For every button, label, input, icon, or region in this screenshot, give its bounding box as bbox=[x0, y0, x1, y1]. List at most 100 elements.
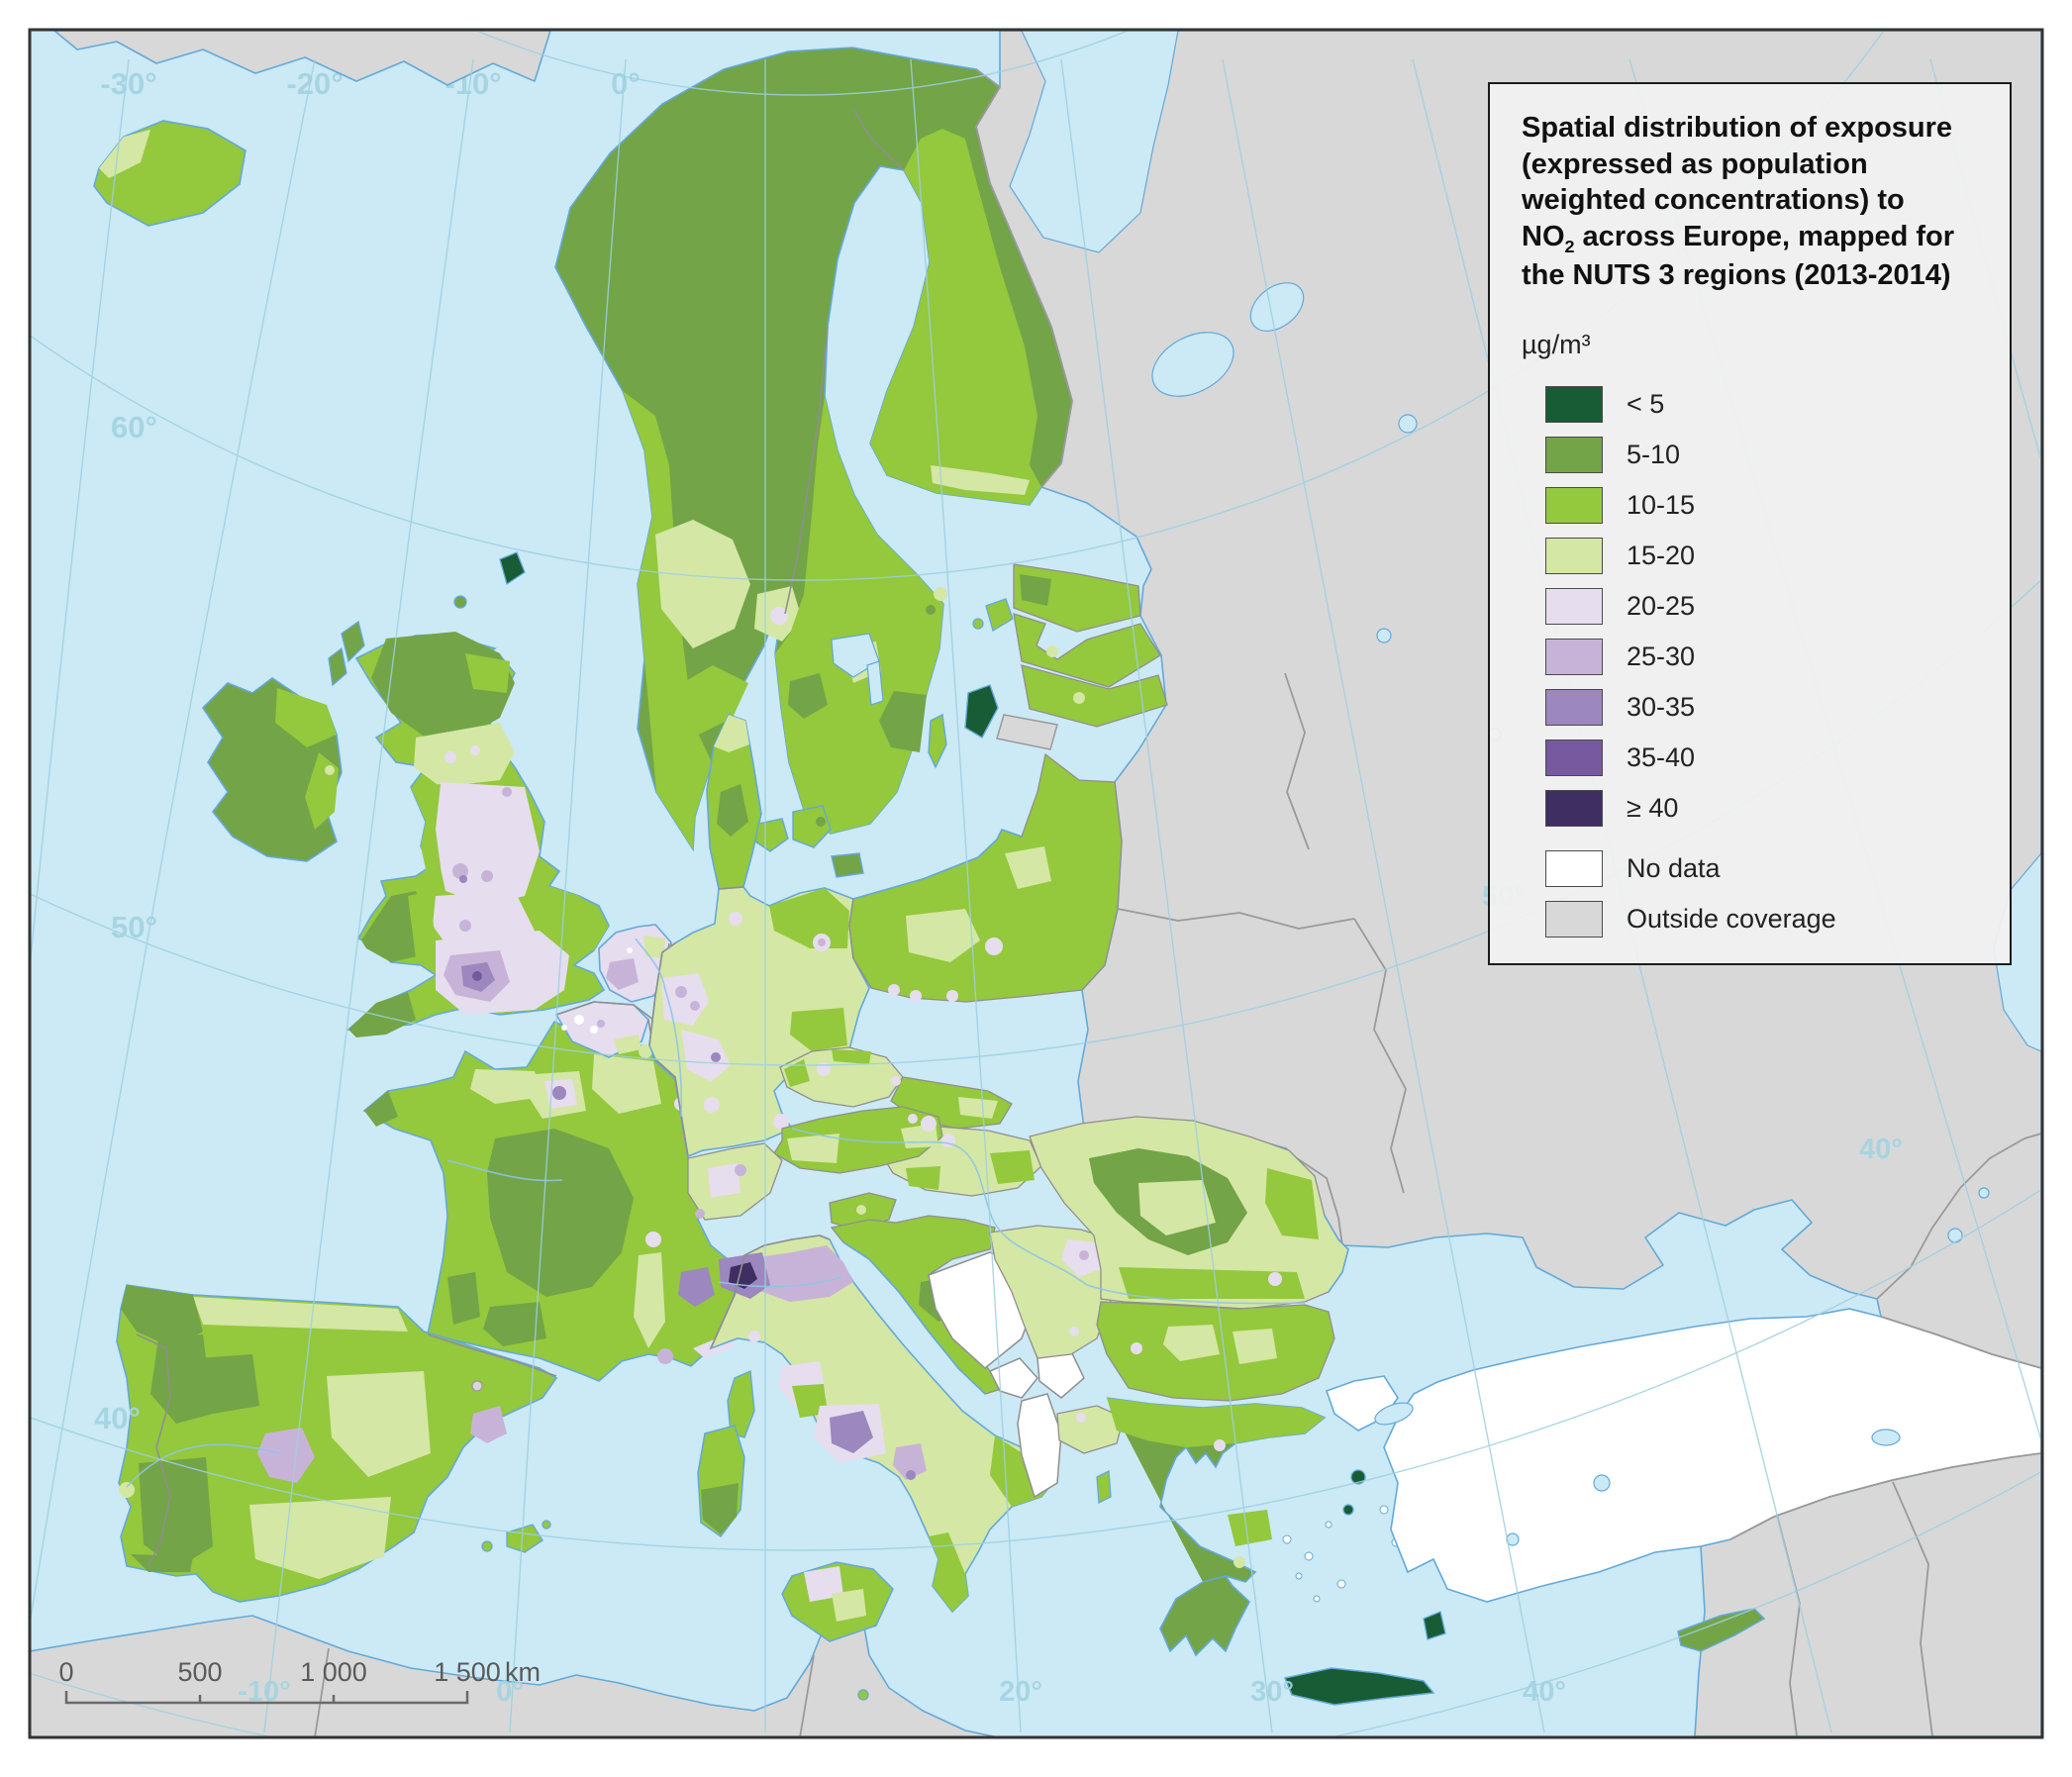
marseille-hotspot bbox=[657, 1348, 673, 1364]
lake-van bbox=[1871, 1429, 1901, 1446]
lithuania bbox=[1021, 664, 1168, 728]
data-countries bbox=[93, 47, 2041, 1706]
gotland bbox=[964, 684, 999, 739]
legend-swatch bbox=[1545, 849, 1603, 887]
legend-swatch bbox=[1545, 638, 1603, 675]
legend: Spatial distribution of exposure (expres… bbox=[1488, 82, 2012, 965]
region-baltics-patches bbox=[972, 574, 1085, 750]
region-turkey bbox=[1325, 1308, 2041, 1652]
paris-hotspot bbox=[552, 1086, 566, 1100]
orkney bbox=[453, 595, 467, 609]
legend-item: ≥ 40 bbox=[1522, 789, 1990, 827]
graticule-label: -30° bbox=[100, 66, 156, 101]
region-central-europe-patches bbox=[695, 1049, 1035, 1219]
portugal-spain-border bbox=[136, 1333, 171, 1567]
legend-item: 20-25 bbox=[1522, 587, 1990, 625]
crete bbox=[1283, 1667, 1435, 1706]
corsica bbox=[727, 1369, 755, 1438]
turin-hotspot bbox=[678, 1267, 715, 1307]
bornholm bbox=[831, 852, 864, 878]
no-data-spot bbox=[590, 1026, 598, 1034]
graticule-label: 30° bbox=[1250, 1676, 1294, 1708]
no-data-spot bbox=[561, 1025, 567, 1031]
scale-label: 500 bbox=[177, 1657, 222, 1687]
belgrade-hotspot bbox=[1079, 1250, 1089, 1260]
legend-item: 5-10 bbox=[1522, 436, 1990, 473]
skopje-hotspot bbox=[1076, 1413, 1086, 1423]
lake-ladoga bbox=[1151, 332, 1234, 397]
munich-hotspot bbox=[773, 1114, 789, 1130]
legend-swatch bbox=[1545, 486, 1603, 524]
graticule-label: 40° bbox=[94, 1401, 141, 1435]
region-baltic-islands bbox=[831, 684, 999, 878]
lake-vattern bbox=[866, 660, 884, 706]
graticule-label: 0° bbox=[496, 1676, 524, 1708]
corfu bbox=[1096, 1469, 1112, 1505]
river-danube bbox=[791, 1128, 1306, 1305]
region-france bbox=[362, 1020, 755, 1438]
hebrides bbox=[341, 620, 365, 663]
athens-area bbox=[1233, 1556, 1245, 1568]
czechia bbox=[779, 1046, 904, 1108]
legend-item: 25-30 bbox=[1522, 638, 1990, 675]
sofia-hotspot bbox=[1131, 1342, 1142, 1354]
legend-swatch bbox=[1545, 436, 1603, 473]
graticule-label: 50° bbox=[111, 910, 157, 944]
rhodes bbox=[1423, 1611, 1446, 1640]
region-germany bbox=[648, 886, 870, 1158]
vienna-hotspot bbox=[921, 1116, 937, 1132]
naples-hotspot bbox=[893, 1443, 927, 1480]
scale-bar: 0 500 1 000 1 500 km bbox=[58, 1657, 541, 1705]
balearics bbox=[481, 1520, 551, 1553]
graticule-label: 20° bbox=[999, 1676, 1042, 1708]
legend-item: 10-15 bbox=[1522, 486, 1990, 524]
region-greenland bbox=[53, 31, 551, 86]
cyprus bbox=[1677, 1608, 1766, 1652]
legend-swatch bbox=[1545, 587, 1603, 625]
andorra bbox=[471, 1380, 483, 1392]
river-loire bbox=[446, 1159, 563, 1182]
latvia bbox=[1013, 613, 1161, 688]
legend-swatch bbox=[1545, 739, 1603, 776]
region-denmark bbox=[706, 714, 832, 890]
scale-unit: km bbox=[505, 1657, 541, 1687]
luxembourg bbox=[639, 1044, 652, 1058]
scale-label: 1 000 bbox=[300, 1657, 367, 1687]
lisbon-area bbox=[119, 1482, 135, 1498]
milan-hotspot bbox=[729, 1262, 757, 1289]
legend-items: < 5 5-10 10-15 15-20 20-25 25-30 30-35 3… bbox=[1522, 385, 1990, 938]
region-iceland bbox=[93, 120, 247, 227]
region-united-kingdom bbox=[328, 551, 610, 1037]
region-ireland bbox=[201, 677, 343, 862]
graticule-label: 40° bbox=[1859, 1134, 1903, 1165]
lake-onega bbox=[1249, 282, 1305, 332]
region-romania-bulgaria bbox=[1029, 1116, 1349, 1402]
malta bbox=[857, 1689, 869, 1701]
region-greece bbox=[1096, 1397, 1446, 1706]
region-iberia bbox=[116, 1284, 558, 1603]
region-benelux bbox=[554, 924, 672, 1062]
montenegro bbox=[988, 1357, 1038, 1399]
madrid-hotspot bbox=[257, 1428, 315, 1483]
oslo-hotspot bbox=[770, 607, 788, 625]
region-scandinavia bbox=[554, 47, 1073, 852]
scale-label: 1 500 bbox=[434, 1657, 501, 1687]
graticule-label: 60° bbox=[111, 410, 157, 444]
north-macedonia bbox=[1056, 1405, 1125, 1454]
legend-item: 15-20 bbox=[1522, 537, 1990, 574]
albania bbox=[1017, 1393, 1062, 1499]
legend-swatch bbox=[1545, 385, 1603, 423]
no-data-spot bbox=[574, 1015, 584, 1025]
white-sea bbox=[1009, 31, 1179, 253]
legend-swatch bbox=[1545, 688, 1603, 726]
region-baltics bbox=[1013, 563, 1168, 728]
warsaw-hotspot bbox=[985, 938, 1003, 955]
legend-unit: µg/m³ bbox=[1522, 329, 1591, 359]
oland bbox=[928, 713, 947, 769]
legend-item: 30-35 bbox=[1522, 688, 1990, 726]
map-frame bbox=[28, 28, 2044, 1739]
region-balkans bbox=[830, 1215, 1125, 1499]
legend-title: Spatial distribution of exposure (expres… bbox=[1522, 112, 1955, 292]
graticule-label: 40° bbox=[1523, 1676, 1566, 1708]
legend-swatch bbox=[1545, 789, 1603, 827]
